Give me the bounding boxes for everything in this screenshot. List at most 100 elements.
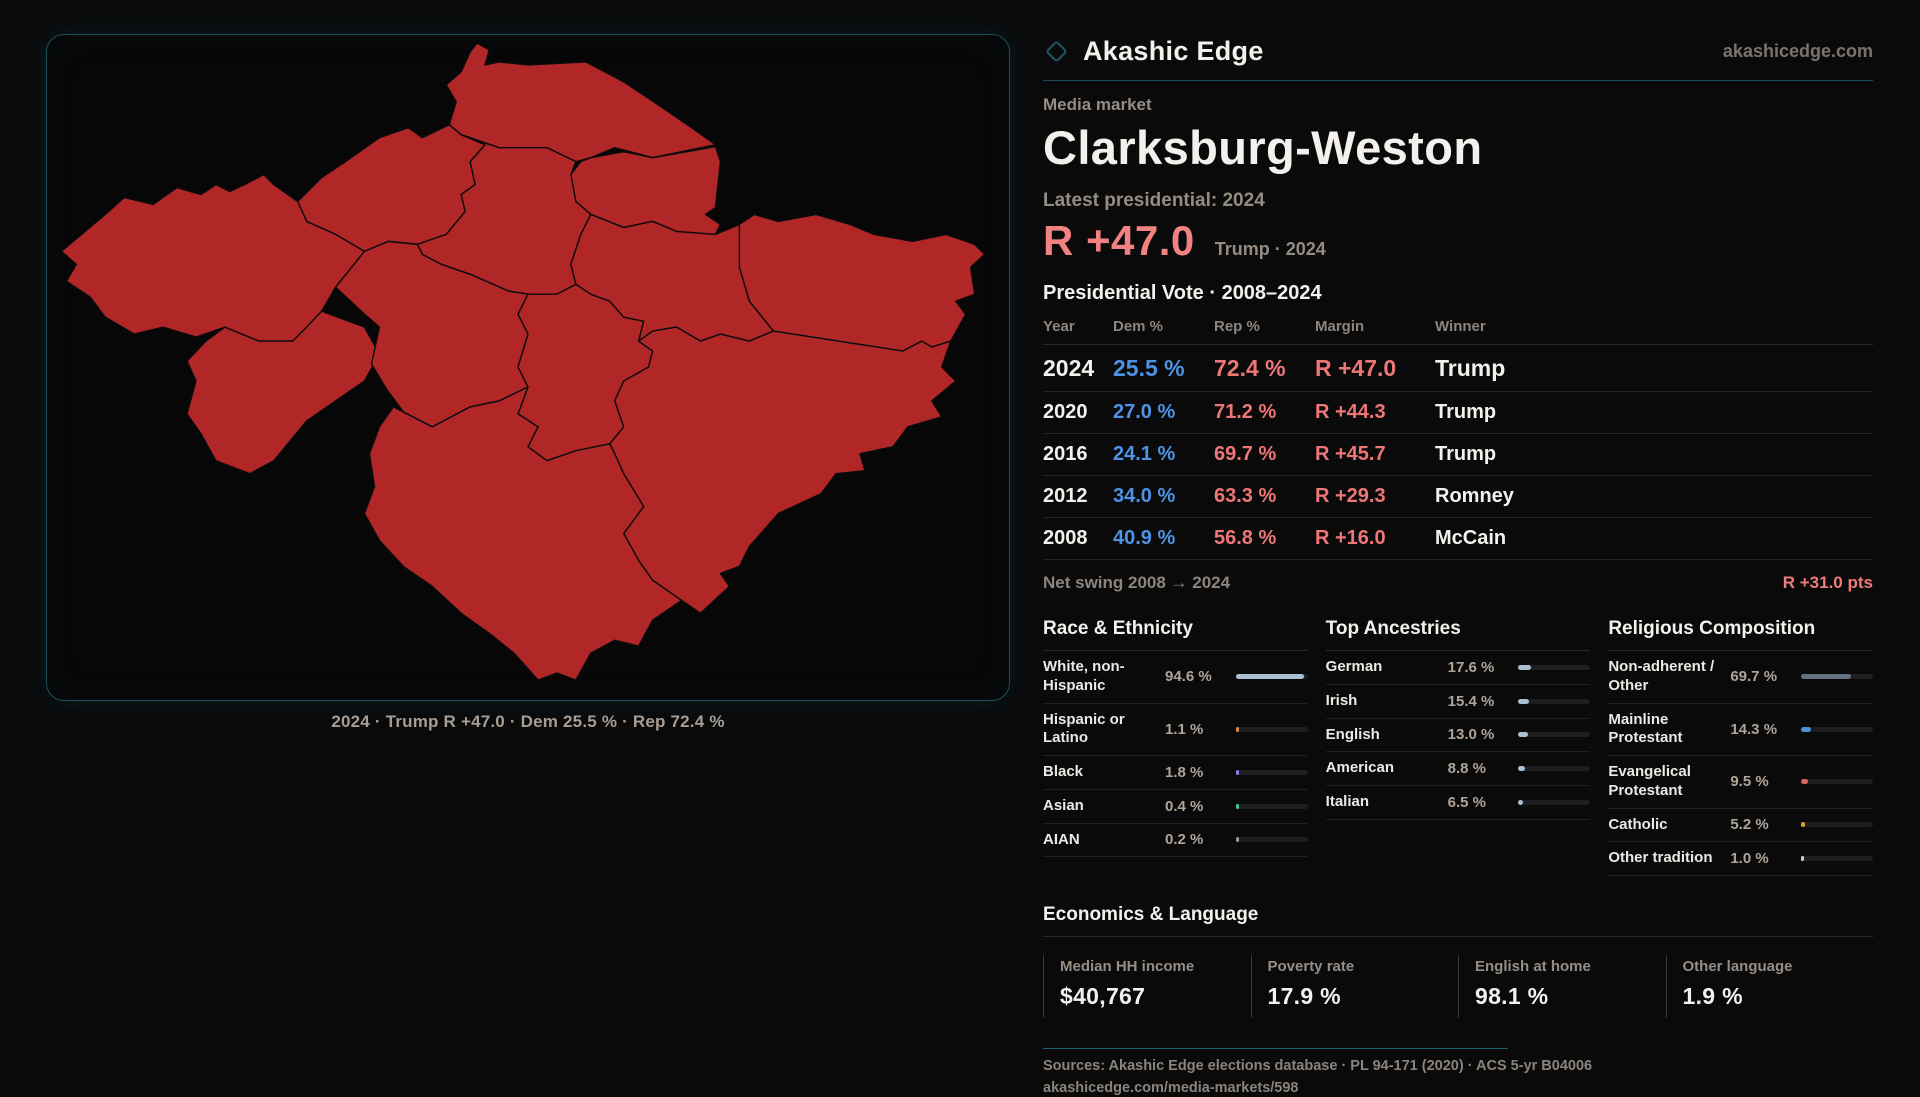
stat-bar <box>1518 766 1591 772</box>
site-link[interactable]: akashicedge.com <box>1722 40 1873 61</box>
stat-label: Catholic <box>1608 815 1668 833</box>
stat-bar <box>1518 799 1591 805</box>
econ-stat-value: $40,767 <box>1060 983 1146 1009</box>
col-rep: Rep % <box>1214 318 1260 335</box>
cell-year: 2024 <box>1043 354 1095 381</box>
stat-value: 94.6 % <box>1165 668 1212 686</box>
stat-bar <box>1518 732 1591 738</box>
county-map <box>60 42 986 681</box>
page-title: Clarksburg-Weston <box>1043 121 1483 174</box>
table-row: 2008 40.9 % 56.8 % R +16.0 McCain <box>1043 518 1873 560</box>
econ-stat-label: Poverty rate <box>1267 958 1355 975</box>
cell-dem: 25.5 % <box>1113 354 1185 381</box>
table-row: 2016 24.1 % 69.7 % R +45.7 Trump <box>1043 434 1873 476</box>
brand: Akashic Edge <box>1043 36 1264 67</box>
stat-bar <box>1235 803 1308 809</box>
list-item: Asian 0.4 % <box>1043 790 1308 824</box>
net-swing-value: R +31.0 pts <box>1782 573 1873 592</box>
econ-stat-label: Other language <box>1682 958 1793 975</box>
cell-year: 2012 <box>1043 485 1088 507</box>
stat-label: White, non-Hispanic <box>1043 658 1125 694</box>
stat-value: 8.8 % <box>1447 760 1487 778</box>
net-swing-row: Net swing 2008 → 2024 R +31.0 pts <box>1043 560 1873 593</box>
stat-bar <box>1235 769 1308 775</box>
stat-value: 0.4 % <box>1165 797 1204 815</box>
cell-rep: 69.7 % <box>1214 443 1277 465</box>
map-county <box>738 213 986 352</box>
demographic-columns: Race & Ethnicity White, non-Hispanic 94.… <box>1043 618 1873 876</box>
stat-label: Other tradition <box>1608 849 1713 867</box>
header-divider <box>1043 80 1873 81</box>
stat-value: 1.1 % <box>1165 720 1204 738</box>
footer-divider <box>1043 1048 1508 1049</box>
cell-dem: 24.1 % <box>1113 443 1176 465</box>
econ-stat: English at home 98.1 % <box>1458 955 1666 1018</box>
list-item: English 13.0 % <box>1325 719 1591 753</box>
stat-bar <box>1235 726 1308 732</box>
list-item: Catholic 5.2 % <box>1608 809 1873 843</box>
list-item: German 17.6 % <box>1325 651 1591 685</box>
col-dem: Dem % <box>1113 318 1164 335</box>
section-title: Top Ancestries <box>1325 618 1591 651</box>
stat-bar <box>1518 664 1591 670</box>
econ-stat-label: Median HH income <box>1060 958 1195 975</box>
list-item: Non-adherent / Other 69.7 % <box>1608 651 1873 704</box>
cell-dem: 40.9 % <box>1113 527 1176 549</box>
stat-value: 13.0 % <box>1447 726 1495 744</box>
stat-value: 14.3 % <box>1730 720 1778 738</box>
net-swing-label: Net swing 2008 → 2024 <box>1043 573 1231 592</box>
cell-winner: Romney <box>1435 485 1514 507</box>
cell-rep: 56.8 % <box>1214 527 1277 549</box>
stat-value: 0.2 % <box>1165 831 1204 849</box>
col-margin: Margin <box>1315 318 1365 335</box>
header: Akashic Edge akashicedge.com <box>1043 30 1873 72</box>
map-counties <box>60 42 986 681</box>
stat-label: Black <box>1043 763 1084 780</box>
stat-label: Hispanic or Latino <box>1043 710 1125 747</box>
section-title: Religious Composition <box>1608 618 1873 651</box>
cell-dem: 34.0 % <box>1113 485 1176 507</box>
cell-year: 2020 <box>1043 401 1088 423</box>
map-county <box>186 310 381 475</box>
econ-stat-value: 17.9 % <box>1267 983 1341 1009</box>
stat-bar <box>1800 726 1873 732</box>
list-item: White, non-Hispanic 94.6 % <box>1043 651 1308 704</box>
stat-label: AIAN <box>1043 830 1080 848</box>
economics-section-title: Economics & Language <box>1043 904 1873 937</box>
cell-winner: Trump <box>1435 401 1497 423</box>
cell-year: 2016 <box>1043 443 1088 465</box>
list-item: Evangelical Protestant 9.5 % <box>1608 756 1873 809</box>
econ-stat-value: 98.1 % <box>1475 983 1549 1009</box>
map-caption: 2024 · Trump R +47.0 · Dem 25.5 % · Rep … <box>331 712 725 731</box>
cell-winner: McCain <box>1435 527 1507 549</box>
list-item: Mainline Protestant 14.3 % <box>1608 704 1873 756</box>
religious-composition-section: Religious Composition Non-adherent / Oth… <box>1608 618 1873 876</box>
stat-label: Mainline Protestant <box>1608 710 1683 747</box>
section-title: Race & Ethnicity <box>1043 618 1308 651</box>
cell-year: 2008 <box>1043 527 1088 549</box>
list-item: AIAN 0.2 % <box>1043 824 1308 858</box>
stat-value: 69.7 % <box>1730 668 1778 686</box>
stat-label: German <box>1325 658 1383 675</box>
race-ethnicity-section: Race & Ethnicity White, non-Hispanic 94.… <box>1043 618 1308 858</box>
cell-winner: Trump <box>1435 354 1506 381</box>
cell-rep: 63.3 % <box>1214 485 1277 507</box>
brand-name: Akashic Edge <box>1083 35 1264 66</box>
top-ancestries-section: Top Ancestries German 17.6 % Irish 15.4 … <box>1325 618 1591 820</box>
stat-label: Non-adherent / Other <box>1608 658 1715 694</box>
sources-text: Sources: Akashic Edge elections database… <box>1043 1058 1593 1074</box>
permalink[interactable]: akashicedge.com/media-markets/598 <box>1043 1080 1299 1096</box>
stat-label: Evangelical Protestant <box>1608 763 1691 799</box>
latest-presidential-label: Latest presidential: 2024 <box>1043 190 1265 211</box>
econ-stat-value: 1.9 % <box>1682 983 1743 1009</box>
table-row: 2012 34.0 % 63.3 % R +29.3 Romney <box>1043 476 1873 518</box>
map-county <box>609 326 957 614</box>
map-county <box>60 173 366 342</box>
cell-rep: 71.2 % <box>1214 401 1277 423</box>
stat-value: 1.8 % <box>1165 763 1204 781</box>
stat-bar <box>1800 822 1873 828</box>
list-item: Italian 6.5 % <box>1325 786 1591 820</box>
market-report: Akashic Edge akashicedge.com Media marke… <box>1043 30 1873 1097</box>
map-county <box>363 386 683 681</box>
list-item: Hispanic or Latino 1.1 % <box>1043 704 1308 756</box>
